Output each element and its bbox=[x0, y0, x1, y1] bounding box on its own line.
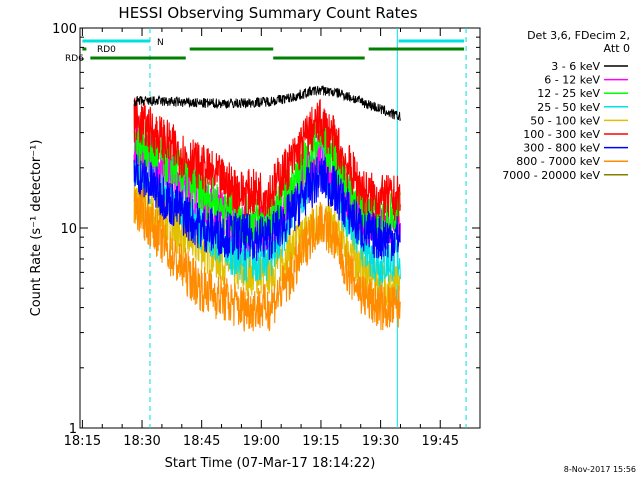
x-tick-label: 18:15 bbox=[64, 434, 101, 449]
x-tick-label: 19:30 bbox=[362, 434, 399, 449]
x-tick-label: 18:30 bbox=[123, 434, 160, 449]
y-tick-label: 1 bbox=[69, 422, 77, 437]
legend-label: 12 - 25 keV bbox=[537, 87, 600, 100]
legend-label: 7000 - 20000 keV bbox=[502, 169, 600, 182]
x-tick-label: 18:45 bbox=[183, 434, 220, 449]
legend-label: 800 - 7000 keV bbox=[516, 155, 600, 168]
legend-header-1: Det 3,6, FDecim 2, bbox=[527, 29, 630, 42]
series-trace-7 bbox=[133, 189, 401, 332]
timestamp: 8-Nov-2017 15:56 bbox=[564, 465, 636, 474]
x-tick-label: 19:00 bbox=[243, 434, 280, 449]
series-trace-0 bbox=[133, 85, 401, 121]
flag-bars: N RD0 RD6 bbox=[65, 38, 465, 64]
flag-label: RD6 bbox=[65, 54, 84, 64]
series-trace-6 bbox=[133, 154, 401, 262]
legend-header-2: Att 0 bbox=[604, 42, 630, 55]
y-axis-ticks: 1 10 100 bbox=[52, 22, 480, 437]
x-tick-label: 19:15 bbox=[302, 434, 339, 449]
x-axis-label: Start Time (07-Mar-17 18:14:22) bbox=[165, 456, 376, 471]
legend-label: 100 - 300 keV bbox=[523, 128, 600, 141]
flag-label: RD0 bbox=[97, 45, 116, 55]
x-axis-ticks: 18:15 18:30 18:45 19:00 19:15 19:30 19:45 bbox=[64, 28, 481, 449]
chart-title: HESSI Observing Summary Count Rates bbox=[118, 4, 417, 22]
series-trace-5 bbox=[133, 97, 401, 223]
data-series bbox=[133, 85, 401, 332]
legend-label: 25 - 50 keV bbox=[537, 101, 600, 114]
legend-label: 50 - 100 keV bbox=[530, 114, 600, 127]
legend-label: 300 - 800 keV bbox=[523, 142, 600, 155]
flag-label: N bbox=[157, 38, 164, 48]
y-tick-label: 100 bbox=[52, 22, 77, 37]
legend-label: 3 - 6 keV bbox=[551, 60, 600, 73]
legend-label: 6 - 12 keV bbox=[544, 74, 600, 87]
y-axis-label: Count Rate (s⁻¹ detector⁻¹) bbox=[29, 140, 44, 317]
y-tick-label: 10 bbox=[60, 222, 77, 237]
x-tick-label: 19:45 bbox=[422, 434, 459, 449]
